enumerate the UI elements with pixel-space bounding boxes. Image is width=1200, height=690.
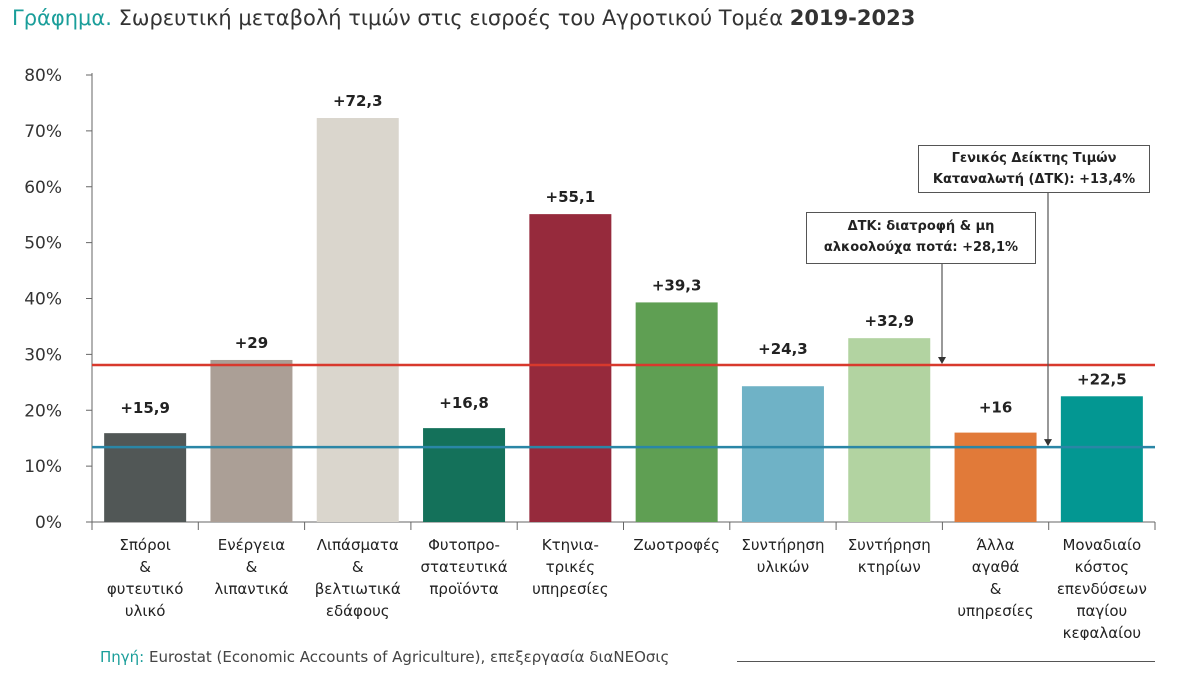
x-category-label: Άλλα xyxy=(977,536,1015,554)
source-label: Πηγή: xyxy=(100,648,145,666)
bar-value-label: +24,3 xyxy=(758,340,808,358)
bar-value-label: +39,3 xyxy=(652,276,702,294)
x-category-label: Κτηνια- xyxy=(542,536,599,554)
bar-value-label: +55,1 xyxy=(546,188,596,206)
bar xyxy=(635,302,718,522)
x-category-label: υλικών xyxy=(757,558,809,576)
bar-value-label: +15,9 xyxy=(120,399,170,417)
x-category-label: προϊόντα xyxy=(429,580,498,598)
annotation-cpi-food-line2: αλκοολούχα ποτά: +28,1% xyxy=(823,240,1019,255)
y-tick-label: 40% xyxy=(24,290,62,310)
source-rule xyxy=(737,661,1155,662)
x-category-label: βελτιωτικά xyxy=(315,580,401,598)
bar xyxy=(529,214,612,522)
annotation-cpi-general: Γενικός Δείκτης Τιμών Καταναλωτή (ΔΤΚ): … xyxy=(918,145,1150,193)
bar xyxy=(848,338,931,522)
x-category-label: Συντήρηση xyxy=(848,536,931,554)
y-tick-label: 70% xyxy=(24,122,62,142)
x-category-label: τρικές xyxy=(546,558,595,576)
bar-chart: 0% 10% 20% 30% 40% 50% 60% 70% 80% +15,9 Σπόροι & φυ… xyxy=(24,66,1156,640)
x-category-label: & xyxy=(139,558,151,576)
x-category-label: κόστος xyxy=(1075,558,1130,576)
x-category-label: φυτευτικό xyxy=(107,580,184,598)
annotation-arrowhead xyxy=(1044,439,1052,447)
title-prefix: Γράφημα. xyxy=(12,6,112,30)
bar-value-label: +32,9 xyxy=(864,312,914,330)
annotation-cpi-food-line1: ΔΤΚ: διατροφή & μη xyxy=(847,219,995,234)
x-category-label: κεφαλαίου xyxy=(1063,624,1141,640)
x-category-label: Μοναδιαίο xyxy=(1062,536,1141,554)
bar-value-label: +22,5 xyxy=(1077,370,1127,388)
x-category-label: στατευτικά xyxy=(421,558,508,576)
x-category-label: & xyxy=(352,558,364,576)
bar-value-label: +16 xyxy=(979,399,1012,417)
x-category-label: αγαθά xyxy=(972,558,1020,576)
y-tick-label: 60% xyxy=(24,178,62,198)
bar xyxy=(1060,396,1143,522)
x-category-label: κτηρίων xyxy=(858,558,921,576)
title-main: Σωρευτική μεταβολή τιμών στις εισροές το… xyxy=(118,6,784,30)
x-category-label: υπηρεσίες xyxy=(957,602,1033,620)
bar-value-label: +16,8 xyxy=(439,394,489,412)
bar-value-label: +72,3 xyxy=(333,92,383,110)
source-text: Eurostat (Economic Accounts of Agricultu… xyxy=(149,648,670,666)
y-tick-label: 10% xyxy=(24,457,62,477)
x-category-label: Ενέργεια xyxy=(218,536,286,554)
y-tick-label: 20% xyxy=(24,401,62,421)
y-tick-label: 50% xyxy=(24,234,62,254)
x-category-label: λιπαντικά xyxy=(214,580,288,598)
x-category-label: & xyxy=(990,580,1002,598)
x-category-label: επενδύσεων xyxy=(1057,580,1147,598)
bar xyxy=(741,386,824,522)
annotation-cpi-general-line2: Καταναλωτή (ΔΤΚ): +13,4% xyxy=(932,172,1136,187)
bar-value-label: +29 xyxy=(235,334,268,352)
title-years: 2019-2023 xyxy=(789,6,916,30)
x-category-label: & xyxy=(246,558,258,576)
y-tick-label: 30% xyxy=(24,345,62,365)
bar xyxy=(316,118,399,523)
x-category-label: Λιπάσματα xyxy=(317,536,399,554)
y-tick-label: 80% xyxy=(24,66,62,86)
x-category-label: παγίου xyxy=(1076,602,1127,620)
x-category-label: υπηρεσίες xyxy=(532,580,608,598)
bar xyxy=(423,428,506,522)
source-note: Πηγή: Eurostat (Economic Accounts of Agr… xyxy=(100,648,669,666)
x-category-label: εδάφους xyxy=(326,602,390,620)
chart-title: Γράφημα. Σωρευτική μεταβολή τιμών στις ε… xyxy=(12,6,915,30)
x-category-label: Σπόροι xyxy=(119,536,170,554)
annotation-cpi-food: ΔΤΚ: διατροφή & μη αλκοολούχα ποτά: +28,… xyxy=(806,212,1036,264)
x-category-label: Φυτοπρο- xyxy=(428,536,500,554)
x-category-label: Ζωοτροφές xyxy=(633,536,720,554)
bar xyxy=(210,359,293,522)
x-category-label: υλικό xyxy=(125,602,166,620)
annotation-cpi-general-line1: Γενικός Δείκτης Τιμών xyxy=(951,151,1117,166)
y-tick-label: 0% xyxy=(35,513,62,533)
annotation-arrowhead xyxy=(938,356,946,364)
x-category-label: Συντήρηση xyxy=(741,536,824,554)
